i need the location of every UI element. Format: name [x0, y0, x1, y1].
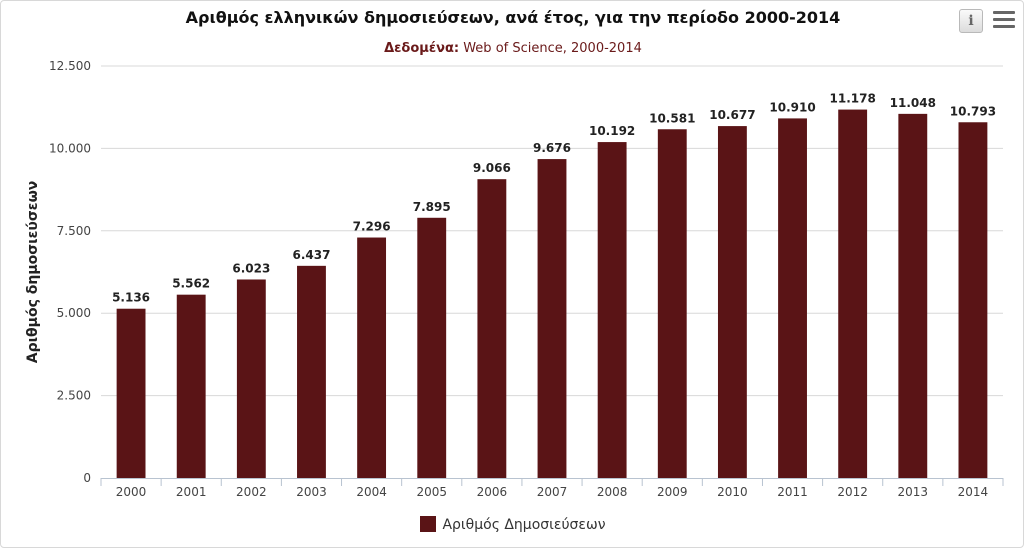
bar: [417, 217, 447, 478]
data-label: 5.136: [112, 291, 150, 305]
y-tick-label: 2.500: [57, 389, 91, 403]
subtitle-label: Δεδομένα:: [384, 41, 460, 56]
bar: [297, 265, 326, 478]
data-label: 6.437: [292, 248, 330, 262]
x-tick-label: 2002: [236, 485, 267, 499]
legend[interactable]: Αριθμός Δημοσιεύσεων: [1, 516, 1023, 533]
x-tick-label: 2011: [777, 485, 808, 499]
x-tick-label: 2008: [597, 485, 628, 499]
bar: [958, 122, 988, 478]
x-tick-label: 2014: [958, 485, 989, 499]
x-tick-label: 2013: [898, 485, 929, 499]
data-label: 11.048: [890, 96, 936, 110]
data-label: 7.296: [353, 220, 391, 234]
data-label: 11.178: [830, 92, 876, 106]
data-label: 5.562: [172, 277, 210, 291]
x-tick-label: 2009: [657, 485, 688, 499]
data-label: 9.676: [533, 141, 571, 155]
data-label: 10.581: [649, 111, 695, 125]
y-tick-label: 10.000: [49, 141, 91, 155]
bar: [537, 159, 567, 478]
y-tick-label: 12.500: [49, 59, 91, 73]
legend-label: Αριθμός Δημοσιεύσεων: [442, 517, 606, 533]
data-label: 10.677: [709, 108, 755, 122]
data-label: 10.910: [769, 100, 815, 114]
bar: [116, 308, 146, 478]
legend-swatch: [420, 516, 437, 532]
data-label: 9.066: [473, 161, 511, 175]
data-label: 7.895: [413, 200, 451, 214]
bar: [597, 142, 627, 478]
bar: [838, 109, 868, 478]
hamburger-menu-icon[interactable]: [993, 11, 1015, 31]
x-tick-label: 2000: [116, 485, 147, 499]
y-tick-label: 5.000: [57, 306, 91, 320]
y-axis-title: Αριθμός δημοσιεύσεων: [25, 181, 41, 364]
chart-title: Αριθμός ελληνικών δημοσιεύσεων, ανά έτος…: [185, 8, 841, 27]
bar: [357, 237, 387, 478]
bar: [477, 179, 507, 479]
chart-subtitle: Δεδομένα: Web of Science, 2000-2014: [1, 41, 1023, 56]
data-label: 10.793: [950, 104, 996, 118]
bar: [236, 279, 266, 478]
subtitle-value: Web of Science, 2000-2014: [463, 41, 642, 56]
data-label: 10.192: [589, 124, 635, 138]
x-tick-label: 2010: [717, 485, 748, 499]
bar: [778, 118, 807, 478]
y-tick-label: 0: [83, 471, 91, 485]
x-tick-label: 2001: [176, 485, 207, 499]
x-tick-label: 2012: [837, 485, 868, 499]
x-tick-label: 2005: [416, 485, 447, 499]
x-tick-label: 2004: [356, 485, 387, 499]
x-tick-label: 2003: [296, 485, 327, 499]
x-tick-label: 2007: [537, 485, 568, 499]
x-tick-label: 2006: [477, 485, 508, 499]
bar: [657, 129, 687, 478]
data-label: 6.023: [232, 261, 270, 275]
bar: [717, 126, 747, 478]
info-icon[interactable]: i: [959, 9, 983, 33]
bar: [898, 113, 928, 479]
y-tick-label: 7.500: [57, 224, 91, 238]
bar: [176, 294, 206, 478]
